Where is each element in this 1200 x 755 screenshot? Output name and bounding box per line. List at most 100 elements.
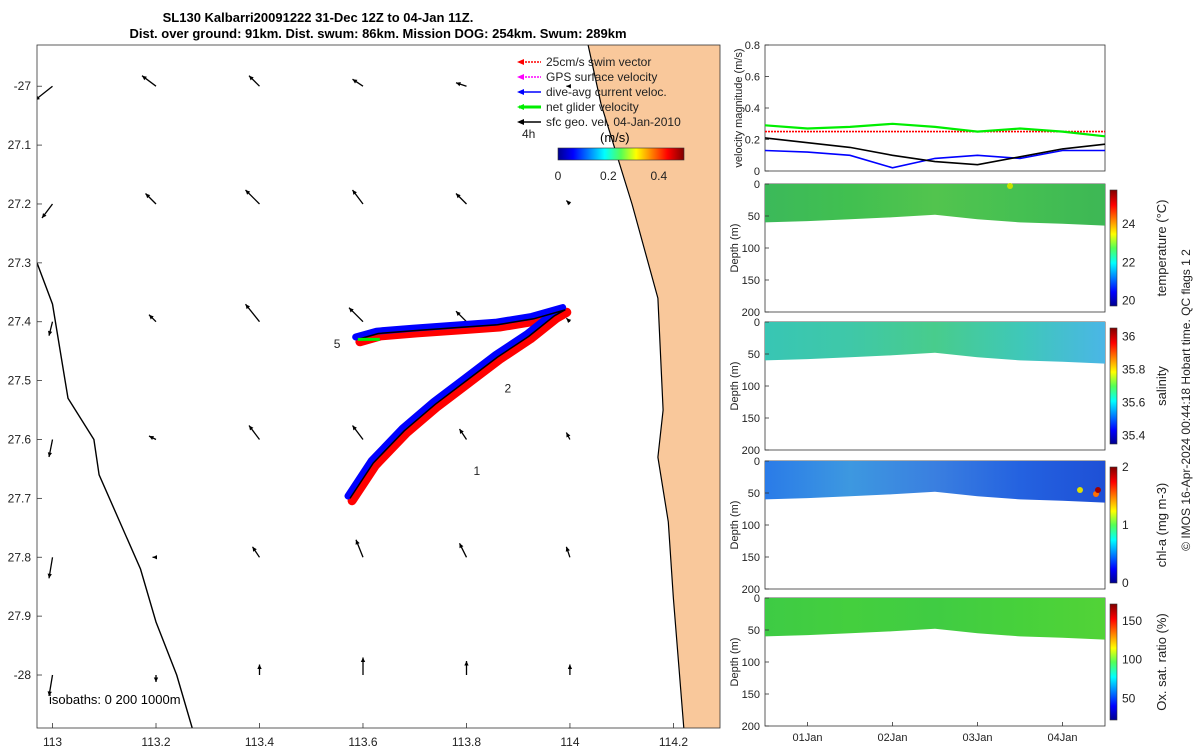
swim-vector-track <box>347 307 572 506</box>
colorbar-tick-label: 0 <box>1122 576 1129 590</box>
current-arrow <box>458 543 468 558</box>
track-label-1: 1 <box>473 464 480 478</box>
current-arrow <box>565 432 571 440</box>
profile-data-spot <box>1095 487 1101 493</box>
profile-panel-4: 0 50 100 150 200 Depth (m) 50 100 150 Ox. sat. ra… <box>729 593 1169 744</box>
depth-tick-label: 50 <box>748 625 760 637</box>
colorbar-label: Ox. sat. ratio (%) <box>1154 613 1169 711</box>
depth-tick-label: 0 <box>754 317 760 329</box>
current-arrow <box>351 425 364 440</box>
colorbar-tick-label: 22 <box>1122 255 1136 269</box>
time-interval-label: 4h <box>522 127 535 141</box>
current-arrow <box>257 664 262 675</box>
map-x-tick-label: 114 <box>560 735 579 749</box>
glider-path-line <box>349 309 566 499</box>
velocity-y-tick-label: 0.6 <box>745 72 760 84</box>
track-label-2: 2 <box>505 381 512 395</box>
legend-entry: GPS surface velocity <box>517 70 657 84</box>
map-y-tick-label: -27 <box>14 79 32 93</box>
profile-data-band <box>765 598 1105 640</box>
current-arrow <box>464 661 469 675</box>
depth-tick-label: 200 <box>742 721 760 733</box>
isobath-line <box>37 262 193 728</box>
colorbar-tick-label: 150 <box>1122 614 1142 628</box>
legend-entry: sfc geo. vel. 04-Jan-2010 <box>517 115 681 129</box>
depth-tick-label: 100 <box>742 243 760 255</box>
profile-colorbar <box>1109 466 1118 584</box>
depth-tick-label: 100 <box>742 381 760 393</box>
colorbar-label: temperature (°C) <box>1154 200 1169 297</box>
profile-data-band <box>765 184 1105 226</box>
current-arrow <box>48 321 54 336</box>
current-arrow <box>567 664 573 675</box>
current-arrow <box>565 546 571 558</box>
current-arrow <box>458 428 468 440</box>
current-arrow <box>153 675 159 682</box>
map-x-tick-label: 114.2 <box>659 735 688 749</box>
velocity-series-current-line <box>764 149 1105 169</box>
legend-label: GPS surface velocity <box>546 70 657 84</box>
colorbar-tick-label: 36 <box>1122 329 1136 343</box>
legend-label: net glider velocity <box>546 100 639 114</box>
map-y-tick-label: 27.4 <box>8 315 32 329</box>
current-arrow <box>41 203 54 219</box>
legend-entry: net glider velocity <box>517 100 639 114</box>
map-x-tick-label: 113.8 <box>452 735 481 749</box>
land-area <box>588 45 720 728</box>
current-arrow <box>248 425 261 440</box>
map-title-line-1: SL130 Kalbarri20091222 31-Dec 12Z to 04-… <box>163 10 474 25</box>
profile-panel-1: 0 50 100 150 200 Depth (m) 20 22 24 temperature (… <box>729 179 1169 319</box>
depth-tick-label: 50 <box>748 488 760 500</box>
isobath-label: isobaths: 0 200 1000m <box>49 692 181 707</box>
velocity-y-axis: 0 0.2 0.4 0.6 0.8 <box>745 40 769 178</box>
depth-tick-label: 100 <box>742 657 760 669</box>
current-arrow <box>565 200 572 206</box>
imos-stamp: © IMOS 16-Apr-2024 00:44:18 Hobart time.… <box>1179 249 1193 551</box>
colorbar-tick-label: 35.8 <box>1122 362 1146 376</box>
profile-panel-2: 0 50 100 150 200 Depth (m) 35.4 35.6 35.8 36 salin… <box>729 317 1169 457</box>
profile-colorbar <box>1109 189 1118 307</box>
current-arrow <box>360 657 366 675</box>
velocity-y-tick-label: 0.8 <box>745 40 760 52</box>
map-x-tick-label: 113.2 <box>141 735 170 749</box>
colorbar-tick-label: 35.6 <box>1122 396 1146 410</box>
map-y-tick-label: 27.7 <box>8 491 32 505</box>
map-x-tick-label: 113.6 <box>348 735 377 749</box>
current-arrow <box>141 75 157 87</box>
current-arrow <box>47 674 54 697</box>
current-arrow <box>248 75 260 87</box>
current-arrow <box>145 193 157 205</box>
legend-label: 25cm/s swim vector <box>546 55 651 69</box>
current-arrow <box>565 317 572 323</box>
current-arrow <box>152 555 157 560</box>
profile-panel-3: 0 50 100 150 200 Depth (m) 0 1 2 chl-a (mg m-3) <box>729 456 1169 596</box>
velocity-y-tick-label: 0.4 <box>745 103 760 115</box>
map-y-tick-label: 27.9 <box>8 609 32 623</box>
colorbar-tick-label: 35.4 <box>1122 429 1146 443</box>
colorbar-tick-label: 100 <box>1122 653 1142 667</box>
current-arrow <box>455 82 467 87</box>
velocity-y-tick-label: 0 <box>754 166 760 178</box>
legend-entry: 25cm/s swim vector <box>517 55 651 69</box>
depth-tick-label: 200 <box>742 584 760 596</box>
velocity-ylabel: velocity magnitude (m/s) <box>733 48 745 167</box>
depth-tick-label: 150 <box>742 275 760 287</box>
profile-data-band <box>765 322 1105 364</box>
colorbar-label: chl-a (mg m-3) <box>1154 483 1169 568</box>
legend-entry: dive-avg current veloc. <box>517 85 667 99</box>
map-x-tick-label: 113.4 <box>245 735 274 749</box>
legend-label: sfc geo. vel. 04-Jan-2010 <box>546 115 681 129</box>
colorbar-tick-label: 24 <box>1122 217 1136 231</box>
velocity-series-geo-line <box>764 137 1106 166</box>
map-x-axis: 113 113.2 113.4 113.6 113.8 114 114.2 <box>43 723 688 749</box>
current-arrow <box>148 435 157 441</box>
speed-colorbar-tick: 0.4 <box>650 169 667 183</box>
speed-colorbar-ticks: 0 0.2 0.4 <box>555 169 668 183</box>
map-y-tick-label: 27.3 <box>8 256 32 270</box>
depth-tick-label: 150 <box>742 689 760 701</box>
map-title-line-2: Dist. over ground: 91km. Dist. swum: 86k… <box>129 26 626 41</box>
current-arrow <box>47 439 54 458</box>
velocity-series <box>764 122 1106 169</box>
